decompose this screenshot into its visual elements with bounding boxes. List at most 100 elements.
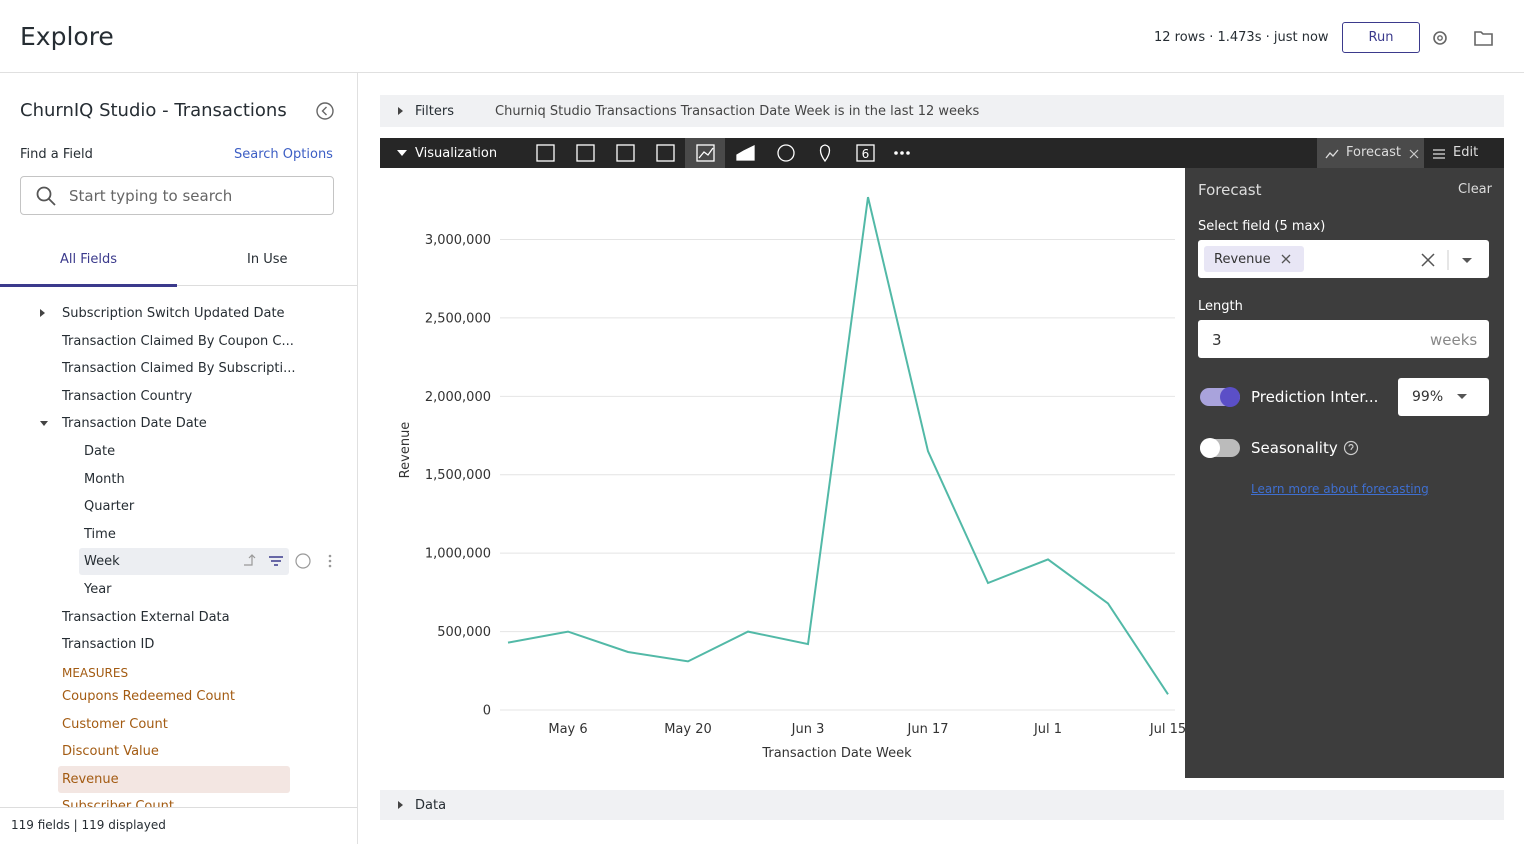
collapse-icon[interactable] (315, 101, 335, 121)
caret-collapsed (40, 309, 45, 317)
tab-divider (0, 285, 357, 286)
tab-all-fields[interactable]: All Fields (60, 252, 118, 267)
forecast-close[interactable] (1408, 148, 1420, 160)
field-item[interactable]: Transaction Claimed By Coupon C... (62, 333, 294, 349)
field-item[interactable]: Time (84, 526, 116, 542)
search-placeholder: Start typing to search (69, 187, 233, 205)
header-icons (1433, 31, 1493, 46)
field-item[interactable]: Date (84, 444, 116, 459)
field-item[interactable]: Quarter (84, 499, 135, 515)
search-icon (36, 186, 56, 206)
selected-field-bg (79, 548, 289, 576)
field-item[interactable]: Transaction Claimed By Subscripti... (62, 361, 296, 377)
measures-heading: MEASURES (62, 666, 129, 680)
search-options[interactable]: Search Options (234, 147, 333, 162)
edit-tab-label[interactable]: Edit (1453, 145, 1479, 160)
line-icon[interactable] (696, 144, 715, 162)
line-series (507, 196, 1169, 695)
single-value-icon[interactable] (856, 144, 875, 162)
y-tick-label: 2,500,000 (425, 311, 491, 326)
forecast-clear[interactable]: Clear (1458, 182, 1492, 197)
y-axis-title: Revenue (398, 422, 413, 479)
field-item[interactable]: Subscription Switch Updated Date (62, 306, 285, 321)
select-label: Select field (5 max) (1198, 219, 1326, 234)
viz-toolbar (380, 138, 1504, 168)
folder-icon[interactable] (1474, 31, 1493, 46)
menu-icon (328, 565, 332, 568)
pivot-icon[interactable] (244, 554, 256, 566)
viz-caret (397, 150, 407, 156)
x-tick-label: May 6 (548, 722, 587, 737)
forecast-icon (1325, 149, 1339, 159)
field-chip (1204, 246, 1304, 272)
y-tick-label: 2,000,000 (425, 390, 491, 405)
tab-in-use[interactable]: In Use (247, 252, 288, 267)
clear-select[interactable] (1421, 253, 1435, 267)
table-icon[interactable] (536, 144, 555, 162)
map-icon[interactable] (819, 144, 831, 163)
search-box[interactable] (20, 176, 334, 215)
footer-divider (0, 807, 357, 808)
filter-icon[interactable] (269, 556, 283, 567)
page-title: Explore (20, 22, 114, 51)
more-icon[interactable] (894, 151, 898, 155)
field-item[interactable]: Transaction ID (62, 637, 155, 653)
measure-item[interactable]: Subscriber Count (62, 799, 174, 807)
menu-icon[interactable] (328, 555, 332, 558)
caret-expanded (40, 421, 48, 427)
data-label: Data (415, 798, 447, 813)
x-tick-label: Jul 15 (1149, 722, 1185, 737)
field-item[interactable]: Transaction Country (62, 388, 193, 404)
field-item[interactable]: Year (84, 582, 112, 597)
measure-item[interactable]: Customer Count (62, 716, 168, 732)
chart: 0 500,000 1,000,000 1,500,000 2,000,000 2,500… (398, 196, 1185, 761)
prediction-label: Prediction Inter... (1251, 388, 1379, 406)
sidebar-divider (357, 72, 358, 844)
field-item[interactable]: Month (84, 471, 125, 487)
column-icon[interactable] (576, 144, 595, 162)
length-value: 3 (1212, 331, 1222, 349)
selected-measure-bg (58, 765, 290, 793)
info-icon[interactable] (295, 553, 311, 569)
length-unit: weeks (1430, 331, 1478, 349)
length-label: Length (1198, 299, 1243, 314)
filters-label: Filters (415, 104, 454, 119)
measure-item[interactable]: Discount Value (62, 744, 159, 760)
seasonality-label: Seasonality (1251, 439, 1338, 457)
field-item[interactable]: Week (84, 554, 120, 570)
measure-item[interactable]: Revenue (62, 771, 119, 787)
chip-remove[interactable] (1279, 252, 1293, 266)
forecast-link[interactable]: Learn more about forecasting (1251, 482, 1429, 496)
prediction-select[interactable] (1398, 378, 1489, 416)
menu-icon (328, 560, 332, 563)
viz-label: Visualization (415, 146, 498, 161)
field-item[interactable]: Transaction Date Date (62, 416, 207, 432)
tab-indicator (0, 284, 177, 287)
data-bar[interactable] (380, 790, 1504, 820)
help-icon[interactable] (1343, 440, 1359, 456)
bar-icon[interactable] (616, 144, 635, 162)
length-input[interactable] (1198, 320, 1489, 358)
x-tick-label: May 20 (664, 722, 712, 737)
filters-bar[interactable] (380, 95, 1504, 127)
pie-icon[interactable] (777, 144, 795, 162)
field-item[interactable]: Transaction External Data (62, 609, 230, 625)
settings-icon-core (1437, 35, 1443, 41)
select-caret[interactable] (1462, 258, 1472, 263)
area-icon[interactable] (736, 144, 755, 161)
run-button[interactable]: Run (1342, 22, 1420, 53)
x-tick-label: Jun 17 (907, 722, 949, 737)
explore-title: ChurnIQ Studio - Transactions (20, 100, 287, 121)
data-caret (398, 801, 403, 809)
select-controls (1421, 250, 1472, 270)
y-tick-label: 1,500,000 (425, 468, 491, 483)
filters-caret (398, 107, 403, 115)
header (0, 0, 1524, 73)
y-tick-label: 3,000,000 (425, 233, 491, 248)
measure-item[interactable]: Coupons Redeemed Count (62, 689, 235, 704)
y-tick-label: 500,000 (437, 625, 491, 640)
prediction-value: 99% (1412, 389, 1444, 405)
settings-icon[interactable] (1433, 31, 1447, 45)
scatter-icon[interactable] (656, 144, 675, 162)
